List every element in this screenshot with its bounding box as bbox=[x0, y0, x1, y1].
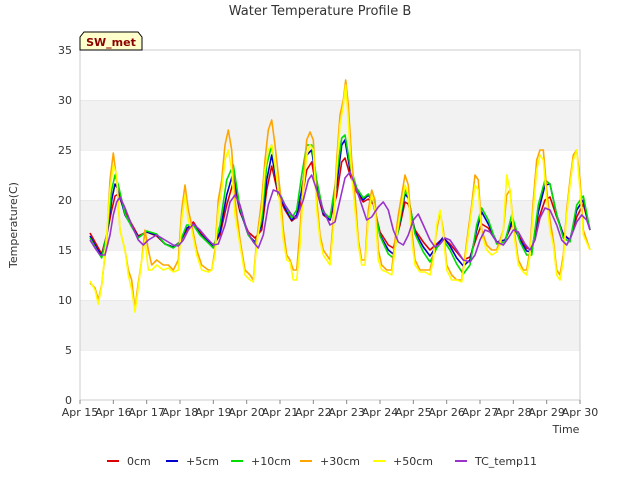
x-tick-label: Apr 30 bbox=[562, 406, 599, 419]
chart-title: Water Temperature Profile B bbox=[229, 4, 412, 19]
x-tick-label: Apr 17 bbox=[128, 406, 165, 419]
y-tick-label: 25 bbox=[58, 144, 72, 157]
legend-label: 0cm bbox=[127, 455, 151, 468]
legend-item: +50cm bbox=[373, 455, 433, 468]
legend-item: +5cm bbox=[166, 455, 219, 468]
x-tick-label: Apr 21 bbox=[262, 406, 299, 419]
series-lines bbox=[89, 79, 591, 313]
legend: 0cm +5cm +10cm +30cm +50cm TC_temp11 bbox=[107, 455, 537, 468]
y-tick-label: 35 bbox=[58, 44, 72, 57]
grid-band bbox=[80, 50, 580, 100]
grid-band bbox=[80, 350, 580, 400]
x-tick-label: Apr 15 bbox=[62, 406, 99, 419]
x-tick-label: Apr 18 bbox=[162, 406, 199, 419]
x-tick-label: Apr 29 bbox=[528, 406, 565, 419]
x-tick-label: Apr 28 bbox=[495, 406, 532, 419]
y-axis: 0 5 10 15 20 25 30 35 bbox=[58, 44, 72, 407]
plot-area bbox=[79, 49, 581, 401]
y-axis-title: Temperature(C) bbox=[7, 182, 20, 269]
legend-item: TC_temp11 bbox=[455, 455, 537, 468]
grid-band bbox=[80, 150, 580, 200]
legend-label: +10cm bbox=[251, 455, 291, 468]
grid-band bbox=[80, 300, 580, 350]
series-line-tctemp11 bbox=[89, 171, 591, 263]
legend-item: +30cm bbox=[300, 455, 360, 468]
x-tick-label: Apr 16 bbox=[95, 406, 132, 419]
y-tick-label: 0 bbox=[65, 394, 72, 407]
x-tick-label: Apr 23 bbox=[328, 406, 365, 419]
x-tick-label: Apr 27 bbox=[462, 406, 499, 419]
series-line-10cm bbox=[89, 134, 591, 275]
y-tick-label: 15 bbox=[58, 244, 72, 257]
x-tick-label: Apr 24 bbox=[362, 406, 399, 419]
y-tick-label: 20 bbox=[58, 194, 72, 207]
series-line-50cm bbox=[89, 84, 591, 313]
x-tick-label: Apr 26 bbox=[428, 406, 465, 419]
x-axis-title: Time bbox=[552, 423, 580, 436]
sw-met-badge: SW_met bbox=[79, 31, 143, 51]
legend-label: +5cm bbox=[186, 455, 219, 468]
legend-item: +10cm bbox=[231, 455, 291, 468]
legend-item: 0cm bbox=[107, 455, 151, 468]
legend-label: +50cm bbox=[393, 455, 433, 468]
x-tick-label: Apr 20 bbox=[228, 406, 265, 419]
legend-label: TC_temp11 bbox=[474, 455, 537, 468]
x-tick-label: Apr 25 bbox=[395, 406, 432, 419]
legend-label: +30cm bbox=[320, 455, 360, 468]
badge-label: SW_met bbox=[86, 36, 136, 49]
grid-band bbox=[80, 100, 580, 150]
y-tick-label: 30 bbox=[58, 94, 72, 107]
x-tick-label: Apr 22 bbox=[295, 406, 332, 419]
y-tick-label: 5 bbox=[65, 344, 72, 357]
badge-background bbox=[79, 31, 143, 51]
y-tick-label: 10 bbox=[58, 294, 72, 307]
x-tick-label: Apr 19 bbox=[195, 406, 232, 419]
